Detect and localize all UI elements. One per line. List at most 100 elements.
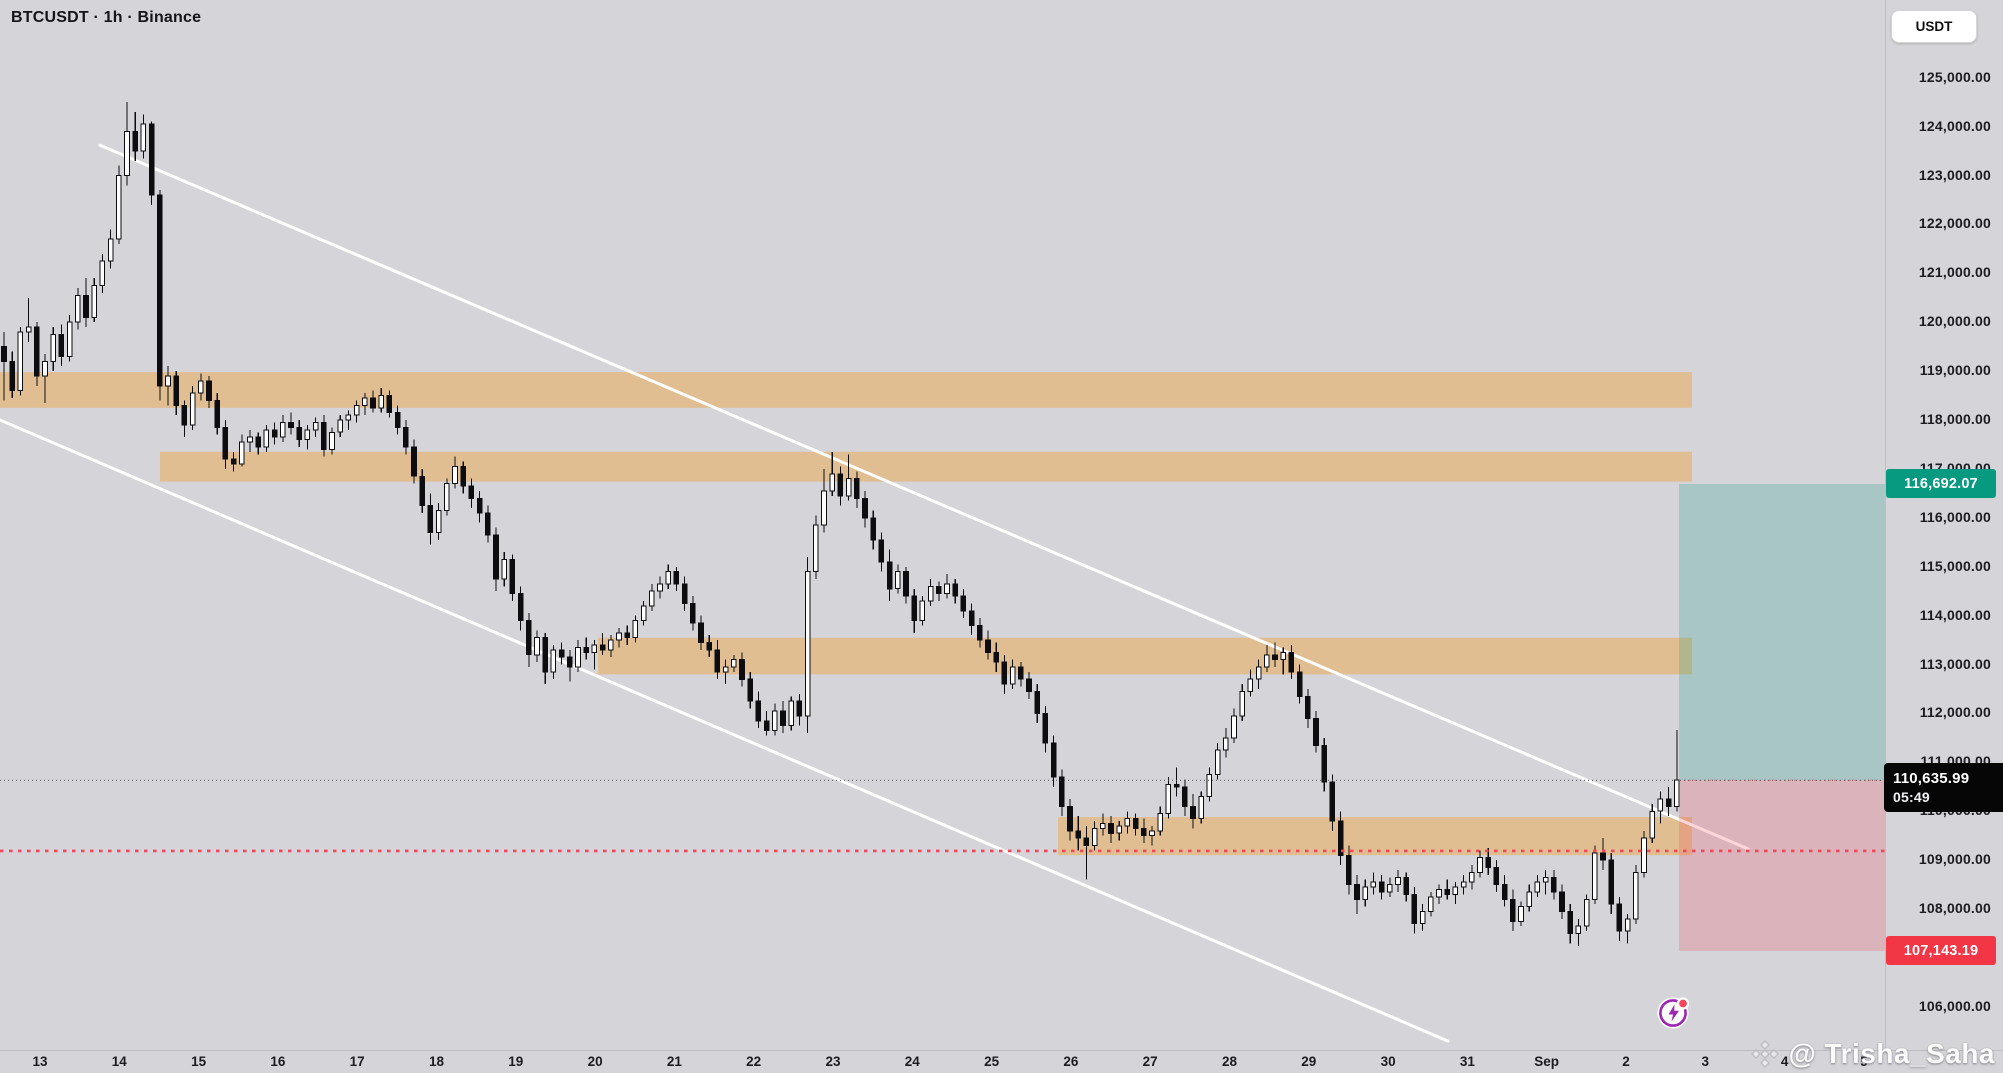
- price-tick-label: 114,000.00: [1919, 606, 1991, 623]
- time-tick-label: 19: [508, 1054, 524, 1069]
- candle: [517, 593, 524, 621]
- time-tick-label: 20: [587, 1054, 603, 1069]
- candle: [616, 632, 622, 641]
- candle: [427, 505, 434, 534]
- candle: [107, 238, 114, 262]
- candle: [1592, 852, 1598, 900]
- supply-demand-zone[interactable]: [1058, 817, 1692, 856]
- candle: [1419, 911, 1426, 925]
- candle: [1149, 830, 1155, 837]
- candle: [1387, 884, 1393, 893]
- stop-price-label: 107,143.19: [1886, 936, 1996, 966]
- time-axis[interactable]: 13 14 15 16 17 18 19 20 21 22 23 24 25 26 27 28 29 30 31 Se…: [0, 1050, 2003, 1073]
- candle: [722, 666, 729, 673]
- candle-countdown-text: 05:49: [1893, 788, 1930, 805]
- candle: [165, 375, 171, 387]
- candle: [862, 497, 868, 519]
- long-target-box[interactable]: [1679, 484, 1885, 781]
- candle: [1641, 837, 1647, 873]
- price-tick-label: 125,000.00: [1918, 68, 1991, 85]
- candle: [706, 642, 713, 651]
- candle: [132, 131, 138, 152]
- candle: [1305, 695, 1311, 719]
- time-tick-label: 29: [1301, 1054, 1317, 1069]
- time-tick-label: 13: [32, 1054, 48, 1069]
- candle: [1321, 744, 1328, 783]
- candle: [1124, 818, 1131, 827]
- time-tick-label: 4: [1780, 1054, 1789, 1069]
- candle: [1665, 798, 1672, 807]
- candle: [99, 260, 106, 287]
- channel-trendline[interactable]: [0, 418, 1450, 1043]
- candle: [1542, 876, 1549, 883]
- candle: [936, 585, 942, 595]
- candle: [247, 436, 253, 443]
- candle: [1050, 742, 1057, 778]
- candle: [1288, 651, 1295, 673]
- long-stop-box[interactable]: [1679, 780, 1885, 951]
- time-tick-label: 26: [1063, 1054, 1079, 1069]
- candle: [698, 622, 704, 644]
- time-tick-label: 5: [1860, 1054, 1868, 1069]
- candle: [58, 334, 65, 357]
- candle: [1026, 678, 1032, 692]
- candle: [321, 422, 327, 450]
- candle: [583, 646, 590, 653]
- candle: [1214, 749, 1221, 776]
- supply-demand-zone[interactable]: [598, 637, 1692, 675]
- candle: [1346, 854, 1352, 886]
- candle: [353, 404, 360, 416]
- candle: [1395, 876, 1401, 886]
- candle: [1173, 783, 1180, 788]
- candle: [140, 123, 147, 152]
- candle: [1510, 898, 1516, 922]
- candle: [1526, 891, 1533, 908]
- price-axis[interactable]: 125,000.00 124,000.00 123,000.00 122,000.00…: [1885, 0, 2003, 1050]
- target-price-text: 116,692.07: [1904, 475, 1978, 492]
- candle: [837, 473, 844, 497]
- price-tick-label: 123,000.00: [1918, 166, 1991, 183]
- supply-demand-zone[interactable]: [160, 451, 1692, 482]
- candle: [1247, 678, 1254, 692]
- candle: [599, 644, 606, 651]
- candle: [1018, 666, 1024, 680]
- currency-toggle-button[interactable]: USDT: [1891, 10, 1977, 43]
- candle: [1534, 881, 1541, 893]
- time-tick-label: 2: [1622, 1054, 1630, 1069]
- time-tick-label: 17: [349, 1054, 365, 1069]
- candle: [1009, 666, 1016, 685]
- candle: [1100, 823, 1106, 829]
- price-tick-label: 124,000.00: [1918, 117, 1991, 134]
- flash-reaction-button[interactable]: [1655, 993, 1693, 1031]
- candle: [222, 426, 229, 460]
- candle: [1296, 671, 1303, 697]
- candle: [1059, 776, 1065, 807]
- candle: [83, 294, 89, 318]
- time-tick-label: 23: [825, 1054, 841, 1069]
- supply-demand-zone[interactable]: [0, 372, 1692, 408]
- candle: [116, 175, 122, 240]
- stop-price-text: 107,143.19: [1903, 942, 1979, 959]
- time-tick-label: 15: [191, 1054, 207, 1069]
- price-tick-label: 109,000.00: [1918, 851, 1991, 868]
- candle: [1206, 774, 1213, 798]
- candle: [1485, 857, 1492, 869]
- candle: [157, 194, 163, 387]
- candle: [271, 429, 278, 438]
- candle: [1337, 820, 1344, 856]
- candle: [1198, 796, 1205, 820]
- channel-trendline[interactable]: [98, 143, 1750, 851]
- candle: [1616, 903, 1623, 932]
- candle: [181, 404, 188, 426]
- price-tick-label: 115,000.00: [1919, 557, 1991, 574]
- candle: [1633, 871, 1639, 920]
- candle: [312, 422, 319, 431]
- price-tick-label: 122,000.00: [1918, 215, 1991, 232]
- candle: [731, 659, 737, 668]
- time-tick-label: Sep: [1534, 1054, 1560, 1069]
- candle: [9, 360, 15, 392]
- candle: [1444, 889, 1451, 895]
- chart-canvas[interactable]: [0, 0, 1885, 1050]
- candle: [173, 375, 179, 406]
